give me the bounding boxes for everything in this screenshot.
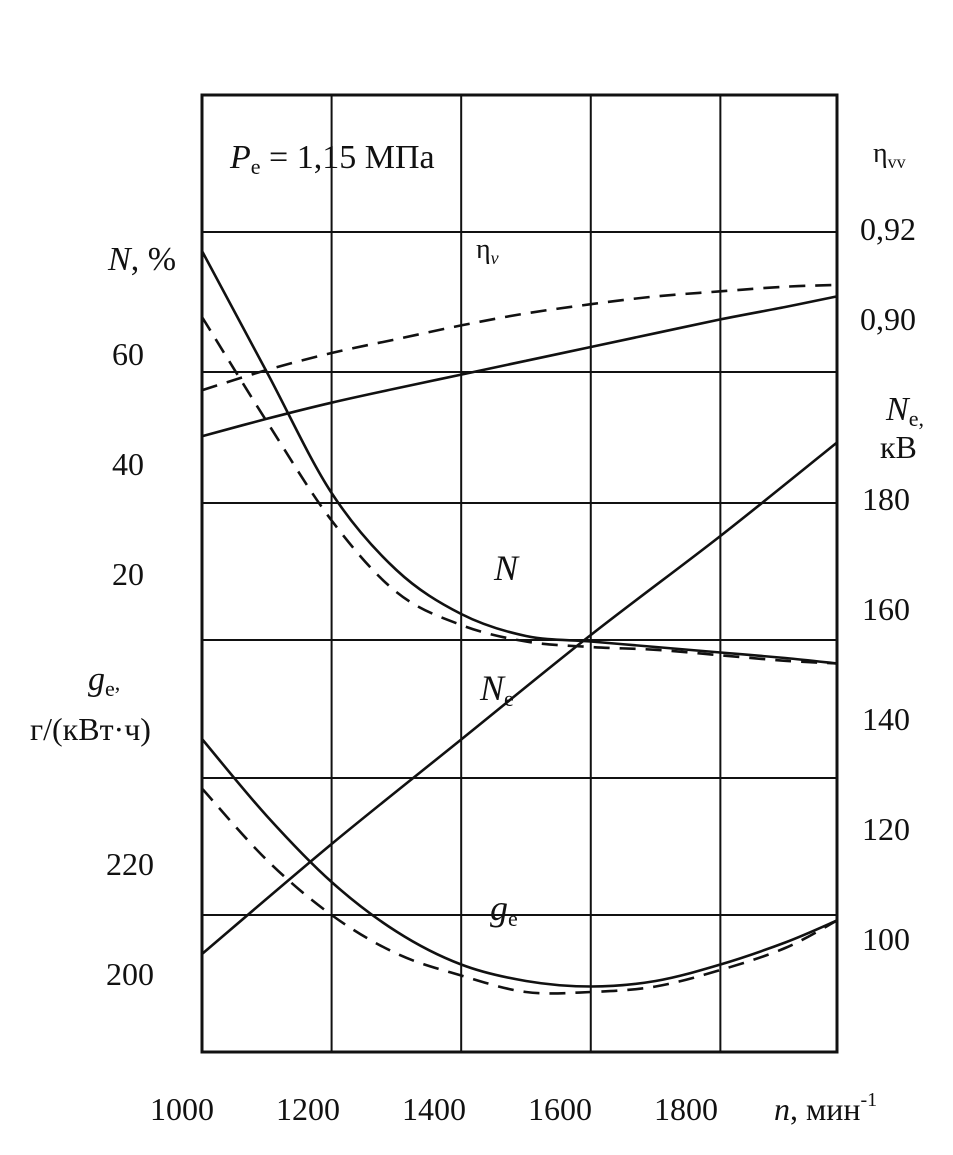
eta-axis-title: ηvv (873, 138, 906, 172)
x-tick-label: 1800 (654, 1091, 718, 1127)
n-tick-label: 20 (112, 556, 144, 592)
eta-tick-label: 0,90 (860, 301, 916, 337)
ge-tick-label: 220 (106, 846, 154, 882)
eta-tick-label: 0,92 (860, 211, 916, 247)
x-axis-title: n, мин-1 (774, 1089, 877, 1127)
x-tick-label: 1600 (528, 1091, 592, 1127)
n-tick-label: 60 (112, 336, 144, 372)
pressure-annotation: Pe = 1,15 МПа (229, 139, 435, 179)
n-percent-axis-title: N, % (107, 241, 176, 278)
ne-tick-label: 120 (862, 811, 910, 847)
ge-axis-unit: г/(кВт·ч) (30, 711, 151, 747)
x-tick-label: 1400 (402, 1091, 466, 1127)
n-tick-label: 40 (112, 446, 144, 482)
ne-tick-label: 140 (862, 701, 910, 737)
ne-tick-label: 180 (862, 481, 910, 517)
plot-frame (200, 93, 839, 1054)
ge-axis-title: ge, (88, 661, 120, 701)
ge-solid-curve (201, 738, 838, 988)
curves (200, 250, 838, 995)
eta-curve-label: ηv (476, 234, 499, 268)
ge-curve-label: ge (490, 888, 518, 931)
eta-dashed-curve (201, 283, 838, 392)
ge-tick-label: 200 (106, 956, 154, 992)
x-tick-label: 1000 (150, 1091, 214, 1127)
x-tick-label: 1200 (276, 1091, 340, 1127)
ge-dashed-curve (201, 787, 838, 995)
ne-axis-unit: кВ (880, 429, 917, 465)
ne-tick-label: 160 (862, 591, 910, 627)
eta-solid-curve (201, 295, 838, 438)
N-solid-curve (200, 250, 838, 665)
grid (200, 93, 839, 1054)
Ne-solid-curve (201, 441, 838, 955)
N-dashed-curve (200, 316, 838, 665)
ne-curve-label: Ne (479, 668, 514, 711)
ne-axis-title: Ne, (885, 391, 924, 431)
ne-tick-label: 100 (862, 921, 910, 957)
n-curve-label: N (493, 548, 520, 588)
